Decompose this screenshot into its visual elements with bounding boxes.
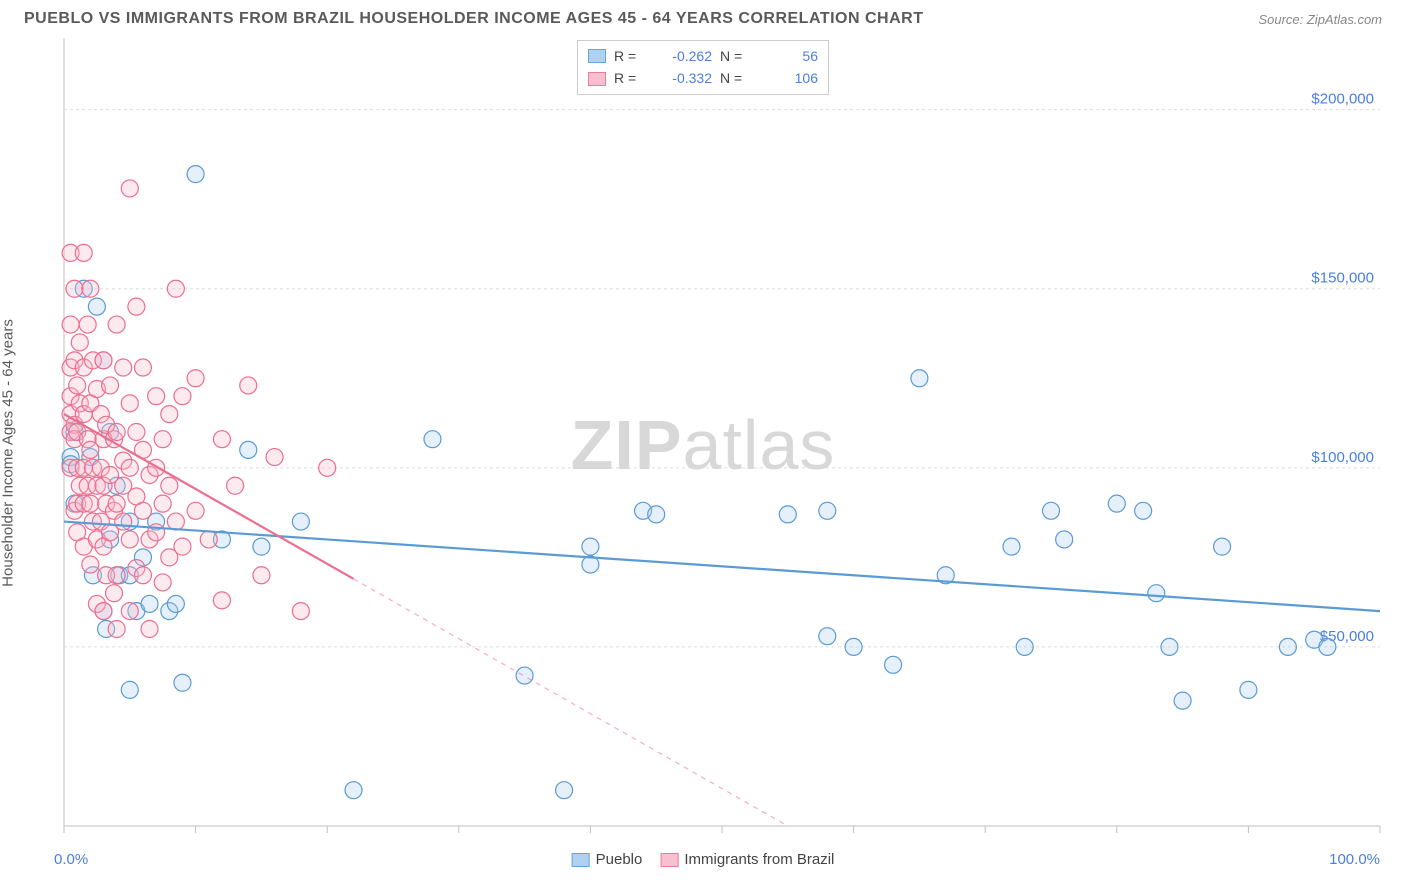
corr-legend-row: R = -0.262 N = 56 bbox=[588, 45, 818, 67]
chart-header: PUEBLO VS IMMIGRANTS FROM BRAZIL HOUSEHO… bbox=[0, 0, 1406, 34]
series-legend: Pueblo Immigrants from Brazil bbox=[572, 851, 835, 868]
x-axis-min: 0.0% bbox=[54, 851, 88, 868]
corr-legend-row: R = -0.332 N = 106 bbox=[588, 67, 818, 89]
chart-title: PUEBLO VS IMMIGRANTS FROM BRAZIL HOUSEHO… bbox=[24, 10, 923, 28]
y-axis-label: Householder Income Ages 45 - 64 years bbox=[0, 319, 17, 587]
legend-swatch bbox=[660, 853, 678, 867]
legend-n-label: N = bbox=[720, 45, 756, 67]
legend-r-label: R = bbox=[614, 67, 650, 89]
legend-r-label: R = bbox=[614, 45, 650, 67]
legend-series-label: Immigrants from Brazil bbox=[684, 851, 834, 868]
svg-text:$200,000: $200,000 bbox=[1311, 91, 1374, 108]
legend-swatch bbox=[588, 49, 606, 63]
legend-n-value: 106 bbox=[764, 67, 818, 89]
chart-area: Householder Income Ages 45 - 64 years ZI… bbox=[18, 38, 1388, 868]
correlation-legend: R = -0.262 N = 56 R = -0.332 N = 106 bbox=[577, 40, 829, 95]
x-axis-max: 100.0% bbox=[1329, 851, 1380, 868]
legend-swatch bbox=[588, 72, 606, 86]
legend-swatch bbox=[572, 853, 590, 867]
series-legend-item: Immigrants from Brazil bbox=[660, 851, 834, 868]
legend-n-label: N = bbox=[720, 67, 756, 89]
svg-text:$100,000: $100,000 bbox=[1311, 449, 1374, 466]
legend-n-value: 56 bbox=[764, 45, 818, 67]
chart-source: Source: ZipAtlas.com bbox=[1258, 12, 1382, 27]
legend-r-value: -0.332 bbox=[658, 67, 712, 89]
legend-r-value: -0.262 bbox=[658, 45, 712, 67]
legend-series-label: Pueblo bbox=[596, 851, 643, 868]
series-legend-item: Pueblo bbox=[572, 851, 643, 868]
scatter-chart: $50,000$100,000$150,000$200,000 bbox=[18, 38, 1388, 868]
svg-text:$150,000: $150,000 bbox=[1311, 270, 1374, 287]
